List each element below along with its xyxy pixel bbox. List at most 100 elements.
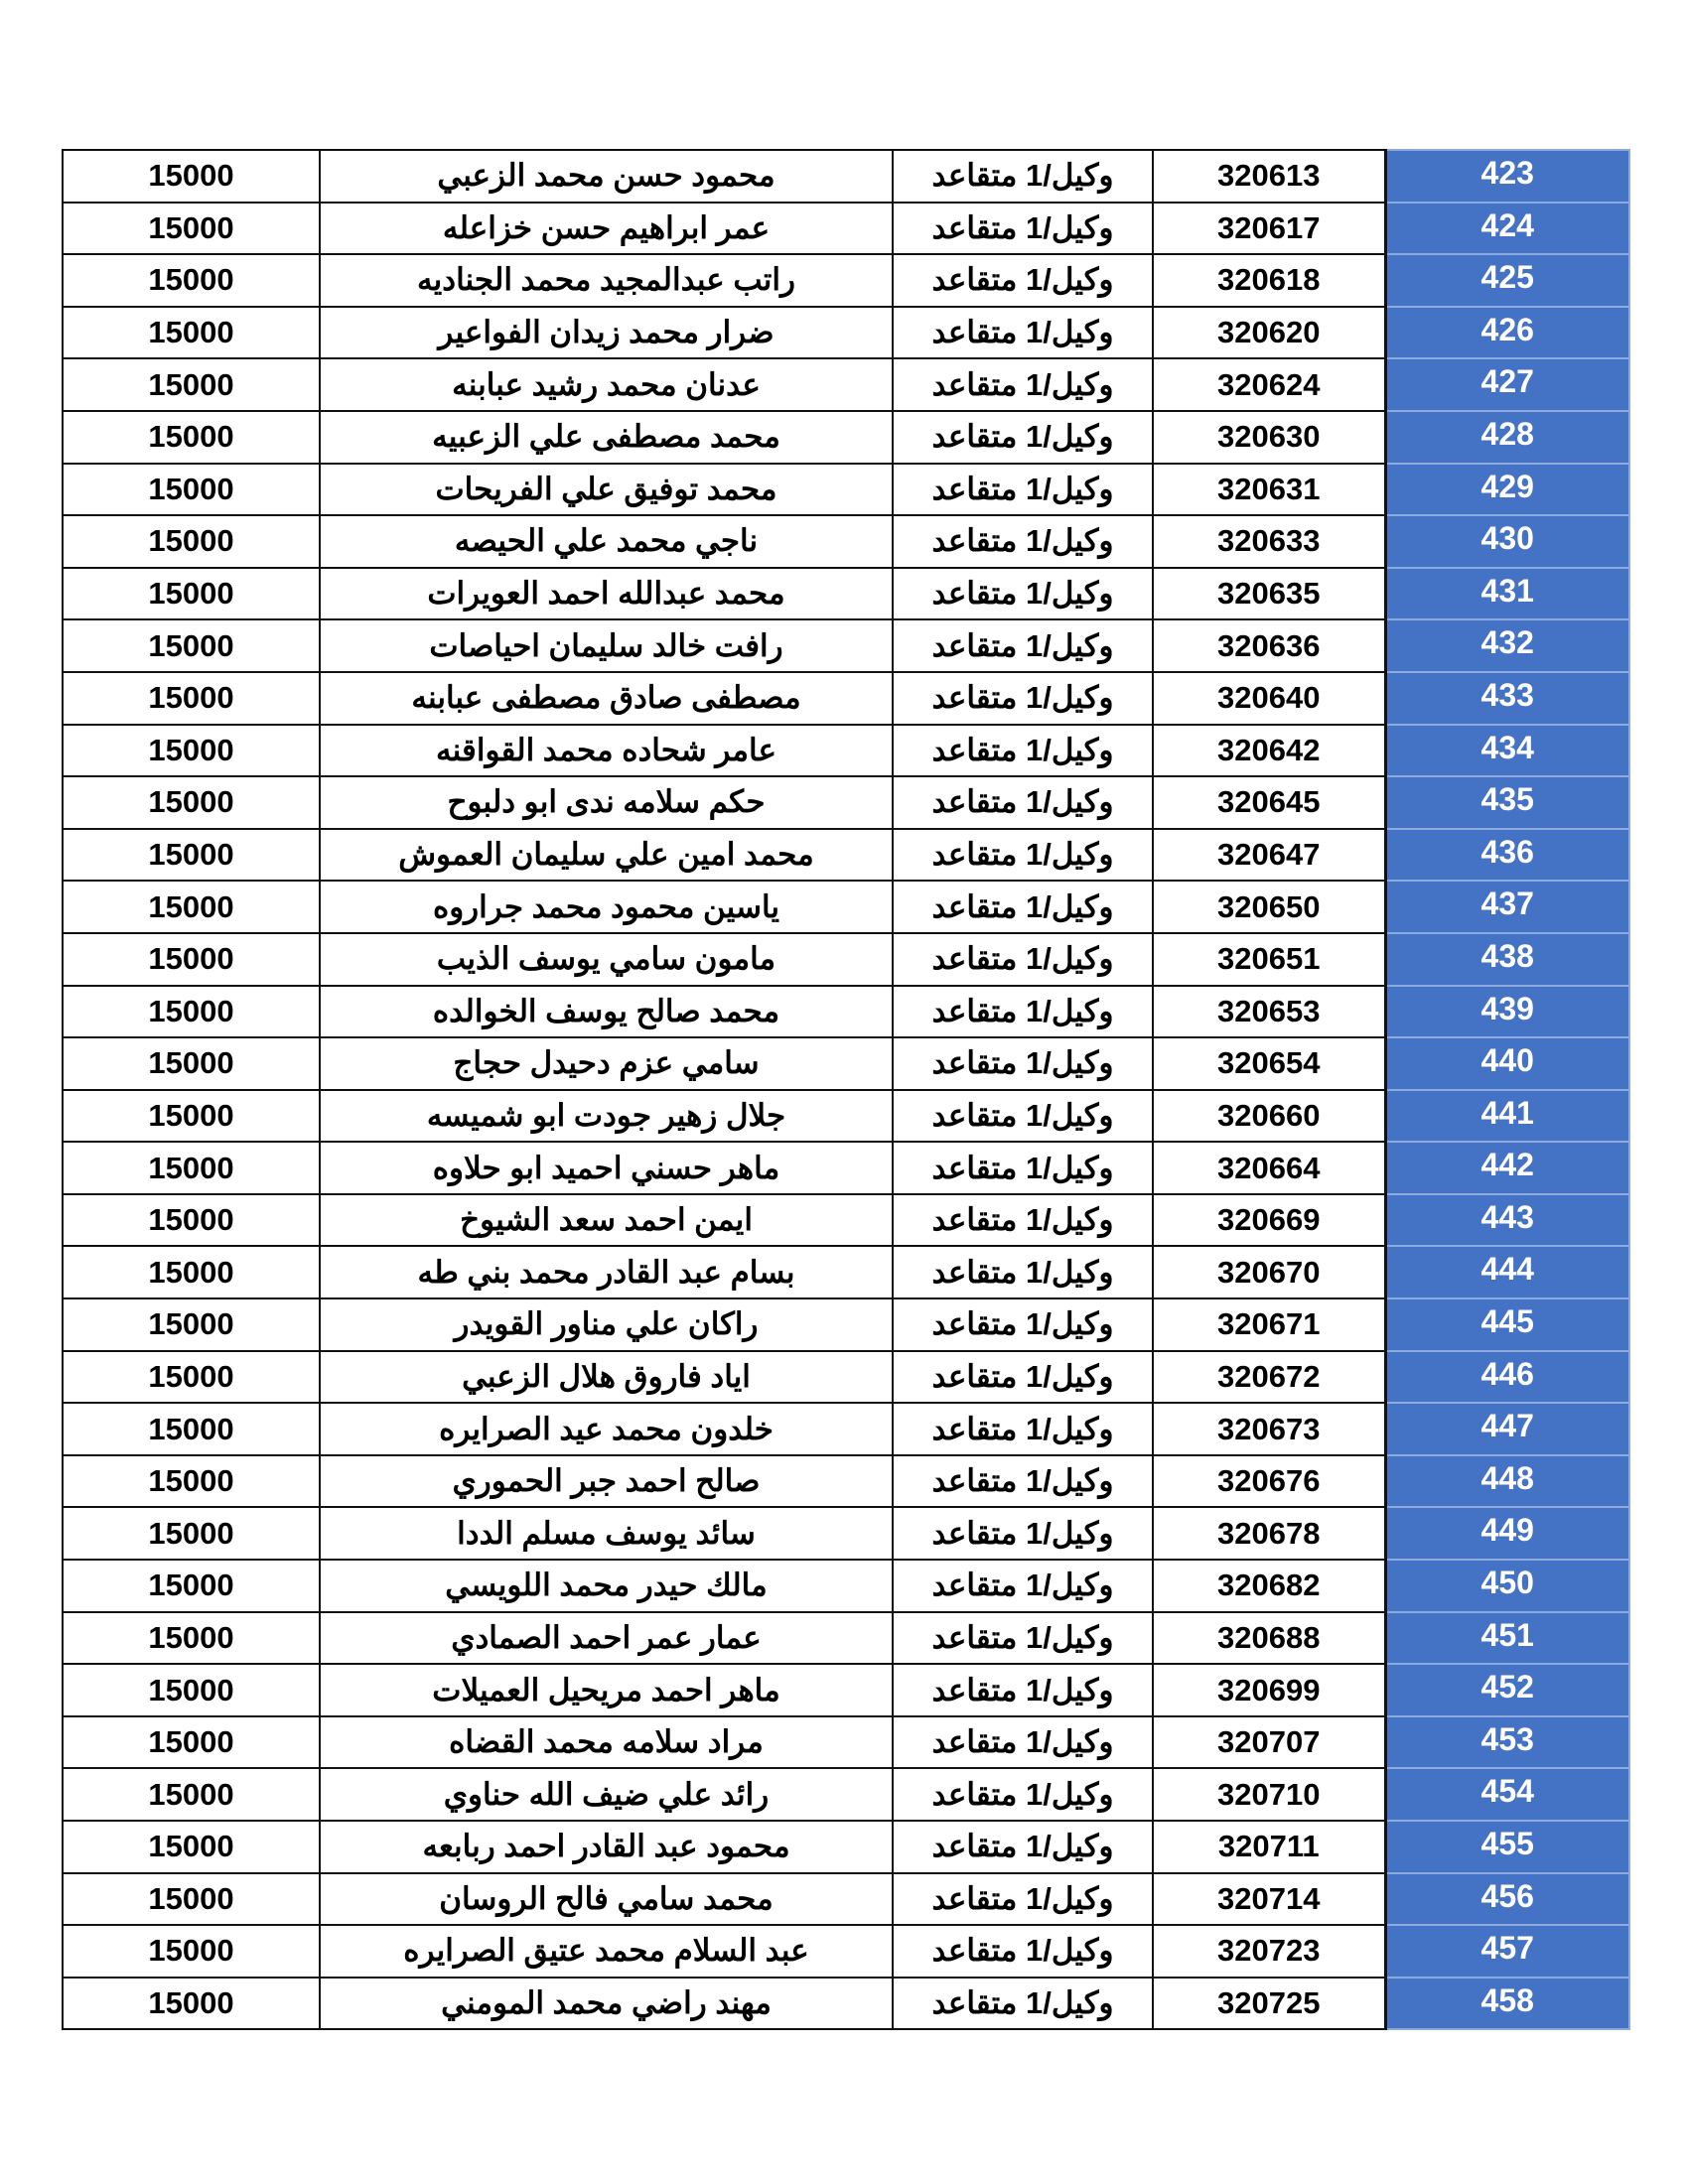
cell-name: محمد امين علي سليمان العموش (319, 827, 894, 883)
cell-id: 320671 (1152, 1297, 1386, 1352)
cell-rank: وكيل/1 متقاعد (892, 618, 1154, 673)
table-row: 15000 رافت خالد سليمان احياصات وكيل/1 متقا… (62, 618, 1630, 673)
table-row: 15000 مامون سامي يوسف الذيب وكيل/1 متقاعد 3… (62, 931, 1630, 987)
cell-amount: 15000 (62, 880, 321, 934)
cell-number: 444 (1383, 1245, 1630, 1300)
cell-id: 320723 (1152, 1924, 1386, 1979)
cell-name: ضرار محمد زيدان الفواعير (319, 305, 894, 360)
table-row: 15000 ايمن احمد سعد الشيوخ وكيل/1 متقاعد 32… (62, 1192, 1630, 1248)
cell-id: 320651 (1152, 931, 1386, 987)
cell-id: 320670 (1152, 1245, 1386, 1300)
cell-amount: 15000 (62, 1767, 321, 1822)
cell-id: 320710 (1152, 1767, 1386, 1822)
cell-amount: 15000 (62, 1924, 321, 1979)
cell-id: 320707 (1152, 1714, 1386, 1770)
cell-name: ايمن احمد سعد الشيوخ (319, 1192, 894, 1248)
table-row: 15000 مراد سلامه محمد القضاه وكيل/1 متقاعد… (62, 1714, 1630, 1770)
cell-rank: وكيل/1 متقاعد (892, 984, 1154, 1039)
table-row: 15000 محمد امين علي سليمان العموش وكيل/1 م… (62, 827, 1630, 883)
table-row: 15000 عدنان محمد رشيد عبابنه وكيل/1 متقاعد… (62, 357, 1630, 412)
cell-name: ماهر حسني احميد ابو حلاوه (319, 1141, 894, 1195)
cell-amount: 15000 (62, 462, 321, 517)
cell-name: حكم سلامه ندى ابو دلبوح (319, 775, 894, 830)
table-row: 15000 ناجي محمد علي الحيصه وكيل/1 متقاعد 32… (62, 514, 1630, 569)
cell-amount: 15000 (62, 253, 321, 308)
cell-number: 430 (1383, 514, 1630, 569)
cell-number: 436 (1383, 827, 1630, 883)
cell-id: 320682 (1152, 1559, 1386, 1613)
cell-number: 425 (1383, 253, 1630, 308)
cell-id: 320636 (1152, 618, 1386, 673)
cell-rank: وكيل/1 متقاعد (892, 1245, 1154, 1300)
cell-amount: 15000 (62, 409, 321, 465)
cell-amount: 15000 (62, 149, 321, 204)
cell-number: 451 (1383, 1610, 1630, 1666)
cell-number: 438 (1383, 931, 1630, 987)
cell-amount: 15000 (62, 1610, 321, 1666)
cell-amount: 15000 (62, 357, 321, 412)
cell-rank: وكيل/1 متقاعد (892, 1297, 1154, 1352)
cell-number: 428 (1383, 409, 1630, 465)
table-row: 15000 ماهر حسني احميد ابو حلاوه وكيل/1 متق… (62, 1141, 1630, 1195)
cell-id: 320645 (1152, 775, 1386, 830)
cell-id: 320635 (1152, 566, 1386, 621)
cell-amount: 15000 (62, 514, 321, 569)
cell-number: 450 (1383, 1559, 1630, 1613)
table-row: 15000 مهند راضي محمد المومني وكيل/1 متقاعد… (62, 1976, 1630, 2031)
cell-name: عامر شحاده محمد القواقنه (319, 723, 894, 778)
cell-number: 442 (1383, 1141, 1630, 1195)
table-row: 15000 عامر شحاده محمد القواقنه وكيل/1 متقا… (62, 723, 1630, 778)
cell-number: 429 (1383, 462, 1630, 517)
cell-amount: 15000 (62, 670, 321, 726)
cell-rank: وكيل/1 متقاعد (892, 566, 1154, 621)
personnel-table: 15000 محمود حسن محمد الزعبي وكيل/1 متقاعد 3… (62, 149, 1630, 2031)
cell-rank: وكيل/1 متقاعد (892, 1559, 1154, 1613)
cell-number: 431 (1383, 566, 1630, 621)
cell-number: 447 (1383, 1402, 1630, 1456)
cell-id: 320640 (1152, 670, 1386, 726)
cell-number: 437 (1383, 880, 1630, 934)
cell-id: 320631 (1152, 462, 1386, 517)
cell-name: محمود عبد القادر احمد ربابعه (319, 1820, 894, 1874)
cell-number: 434 (1383, 723, 1630, 778)
cell-rank: وكيل/1 متقاعد (892, 201, 1154, 256)
cell-name: عمر ابراهيم حسن خزاعله (319, 201, 894, 256)
cell-id: 320673 (1152, 1402, 1386, 1456)
cell-id: 320642 (1152, 723, 1386, 778)
cell-id: 320672 (1152, 1349, 1386, 1405)
cell-amount: 15000 (62, 1663, 321, 1717)
cell-amount: 15000 (62, 1349, 321, 1405)
cell-rank: وكيل/1 متقاعد (892, 1767, 1154, 1822)
cell-rank: وكيل/1 متقاعد (892, 1976, 1154, 2031)
cell-name: عبد السلام محمد عتيق الصرايره (319, 1924, 894, 1979)
cell-rank: وكيل/1 متقاعد (892, 1402, 1154, 1456)
cell-rank: وكيل/1 متقاعد (892, 1506, 1154, 1562)
table-row: 15000 محمود عبد القادر احمد ربابعه وكيل/1 … (62, 1820, 1630, 1874)
cell-number: 427 (1383, 357, 1630, 412)
cell-rank: وكيل/1 متقاعد (892, 1610, 1154, 1666)
cell-name: محمود حسن محمد الزعبي (319, 149, 894, 204)
cell-number: 441 (1383, 1088, 1630, 1144)
cell-name: عمار عمر احمد الصمادي (319, 1610, 894, 1666)
cell-rank: وكيل/1 متقاعد (892, 1924, 1154, 1979)
cell-id: 320688 (1152, 1610, 1386, 1666)
cell-number: 443 (1383, 1192, 1630, 1248)
cell-rank: وكيل/1 متقاعد (892, 827, 1154, 883)
cell-name: ناجي محمد علي الحيصه (319, 514, 894, 569)
cell-amount: 15000 (62, 931, 321, 987)
table-row: 15000 مالك حيدر محمد اللويسي وكيل/1 متقاعد… (62, 1559, 1630, 1613)
cell-id: 320650 (1152, 880, 1386, 934)
table-row: 15000 رائد علي ضيف الله حناوي وكيل/1 متقاع… (62, 1767, 1630, 1822)
cell-rank: وكيل/1 متقاعد (892, 1871, 1154, 1927)
cell-rank: وكيل/1 متقاعد (892, 931, 1154, 987)
cell-number: 455 (1383, 1820, 1630, 1874)
table-row: 15000 ياسين محمود محمد جراروه وكيل/1 متقاع… (62, 880, 1630, 934)
cell-rank: وكيل/1 متقاعد (892, 1192, 1154, 1248)
cell-amount: 15000 (62, 201, 321, 256)
cell-id: 320669 (1152, 1192, 1386, 1248)
cell-amount: 15000 (62, 1453, 321, 1509)
cell-id: 320624 (1152, 357, 1386, 412)
cell-id: 320699 (1152, 1663, 1386, 1717)
cell-id: 320714 (1152, 1871, 1386, 1927)
cell-name: اياد فاروق هلال الزعبي (319, 1349, 894, 1405)
